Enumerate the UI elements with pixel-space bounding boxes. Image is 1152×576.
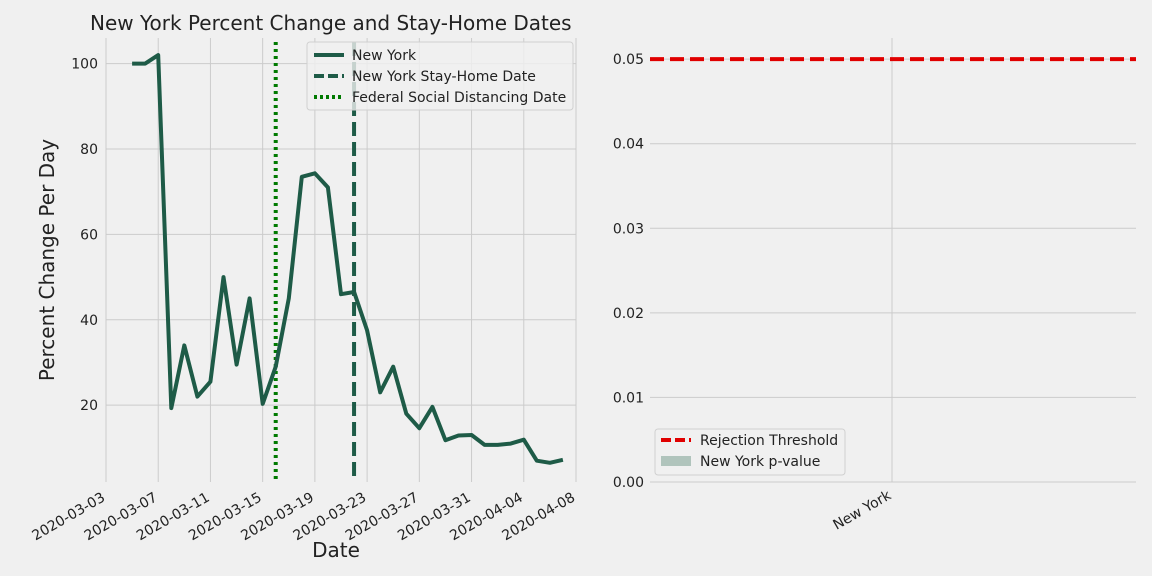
left-y-tick: 80 [80,142,98,158]
left-legend-box [306,41,574,111]
right-y-tick: 0.00 [613,475,644,491]
right-legend: Rejection Threshold New York p-value [654,428,846,476]
legend-swatch-pvalue [661,456,691,466]
right-y-tick: 0.04 [613,137,644,153]
left-y-tick: 100 [71,57,98,73]
left-chart-title: New York Percent Change and Stay-Home Da… [90,11,572,35]
right-y-tick: 0.01 [613,390,644,406]
series-line-new-york [132,53,564,465]
left-y-axis-label: Percent Change Per Day [35,139,59,381]
legend-label-rejection: Rejection Threshold [700,433,838,449]
bar-chart-p-value: 0.00 0.01 0.02 0.03 0.04 0.05 New York Reject… [613,38,1136,534]
right-y-tick: 0.05 [613,52,644,68]
left-series [132,53,564,465]
right-legend-box [654,428,846,476]
left-y-tick: 40 [80,313,98,329]
legend-label-federal: Federal Social Distancing Date [352,90,566,106]
line-chart-percent-change: 20 40 60 80 100 2020-03-032020-03-072020-03-… [30,11,578,562]
legend-label-new-york: New York [352,48,417,64]
left-y-tick: 60 [80,227,98,243]
left-x-axis-label: Date [312,538,360,562]
right-x-tick-new-york: New York [830,487,894,533]
left-legend: New York New York Stay-Home Date Federal… [306,41,574,111]
legend-label-stay-home: New York Stay-Home Date [352,69,536,85]
right-grid [650,38,1136,483]
right-y-tick-labels: 0.00 0.01 0.02 0.03 0.04 0.05 [613,52,644,491]
left-x-tick-labels: 2020-03-032020-03-072020-03-112020-03-15… [30,490,578,545]
left-vertical-lines [273,42,357,482]
right-y-tick: 0.02 [613,306,644,322]
left-y-tick-labels: 20 40 60 80 100 [71,57,98,415]
right-y-tick: 0.03 [613,221,644,237]
legend-label-pvalue: New York p-value [700,454,820,470]
left-y-tick: 20 [80,398,98,414]
